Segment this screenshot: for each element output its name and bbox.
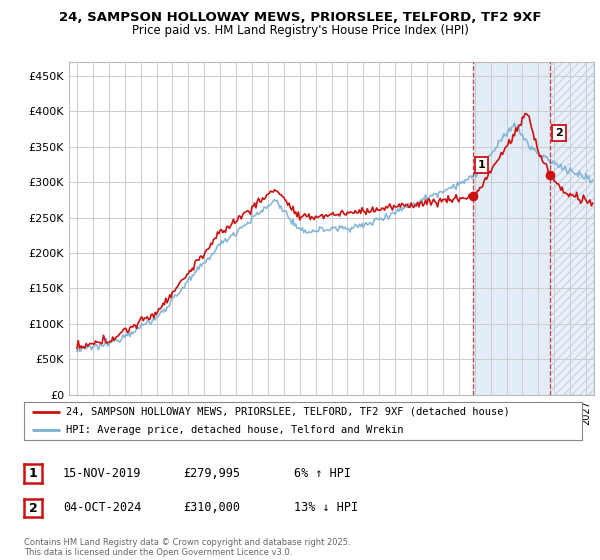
- Text: 2: 2: [29, 502, 37, 515]
- Text: 1: 1: [478, 160, 485, 170]
- Bar: [550, 62, 594, 395]
- Text: £279,995: £279,995: [183, 466, 240, 480]
- Bar: [473, 62, 550, 395]
- Text: 15-NOV-2019: 15-NOV-2019: [63, 466, 142, 480]
- Text: 24, SAMPSON HOLLOWAY MEWS, PRIORSLEE, TELFORD, TF2 9XF (detached house): 24, SAMPSON HOLLOWAY MEWS, PRIORSLEE, TE…: [66, 407, 509, 417]
- Text: Contains HM Land Registry data © Crown copyright and database right 2025.
This d: Contains HM Land Registry data © Crown c…: [24, 538, 350, 557]
- Text: HPI: Average price, detached house, Telford and Wrekin: HPI: Average price, detached house, Telf…: [66, 425, 403, 435]
- Text: £310,000: £310,000: [183, 501, 240, 515]
- Text: 04-OCT-2024: 04-OCT-2024: [63, 501, 142, 515]
- Text: Price paid vs. HM Land Registry's House Price Index (HPI): Price paid vs. HM Land Registry's House …: [131, 24, 469, 36]
- Text: 24, SAMPSON HOLLOWAY MEWS, PRIORSLEE, TELFORD, TF2 9XF: 24, SAMPSON HOLLOWAY MEWS, PRIORSLEE, TE…: [59, 11, 541, 24]
- Text: 2: 2: [555, 128, 563, 138]
- Text: 1: 1: [29, 467, 37, 480]
- Text: 13% ↓ HPI: 13% ↓ HPI: [294, 501, 358, 515]
- Text: 6% ↑ HPI: 6% ↑ HPI: [294, 466, 351, 480]
